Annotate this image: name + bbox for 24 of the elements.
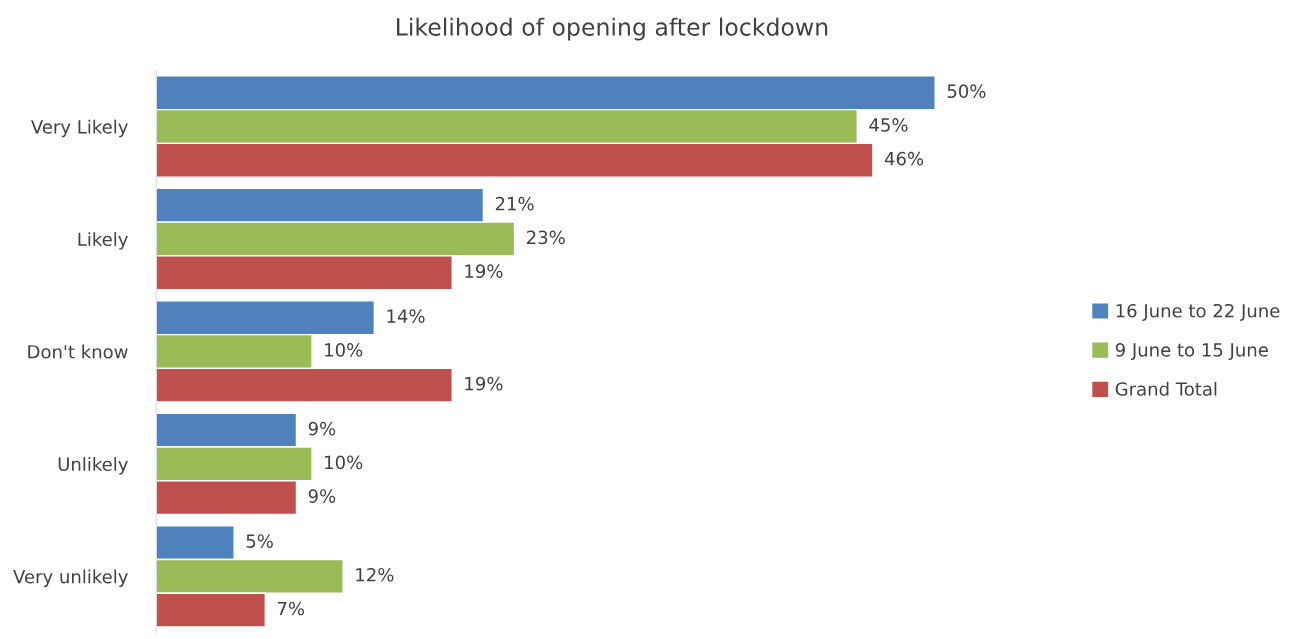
data-label: 19% xyxy=(465,264,503,278)
legend-label: 9 June to 15 June xyxy=(1115,343,1268,361)
data-label: 14% xyxy=(387,309,425,323)
y-tick-label: Likely xyxy=(78,232,128,250)
y-tick-label: Don't know xyxy=(28,344,128,359)
data-label: 10% xyxy=(325,343,363,357)
data-label: 46% xyxy=(884,151,924,166)
data-label: 50% xyxy=(947,84,986,99)
legend-label: Grand Total xyxy=(1115,381,1217,396)
y-tick-label: Very Likely xyxy=(31,119,128,138)
data-label: 7% xyxy=(277,601,305,616)
data-label: 19% xyxy=(465,376,503,391)
data-label: 10% xyxy=(325,455,363,470)
data-label: 23% xyxy=(527,230,565,245)
data-label: 12% xyxy=(356,567,394,582)
data-label: 21% xyxy=(495,196,534,211)
legend-label: 16 June to 22 June xyxy=(1116,303,1280,321)
data-label: 45% xyxy=(869,118,908,132)
y-tick-label: Unlikely xyxy=(58,457,128,475)
data-label: 9% xyxy=(308,489,336,503)
y-tick-label: Very unlikely xyxy=(13,569,128,587)
data-label: 5% xyxy=(246,534,273,548)
chart-title: Likelihood of opening after lockdown xyxy=(397,17,828,41)
data-label: 9% xyxy=(308,421,336,436)
